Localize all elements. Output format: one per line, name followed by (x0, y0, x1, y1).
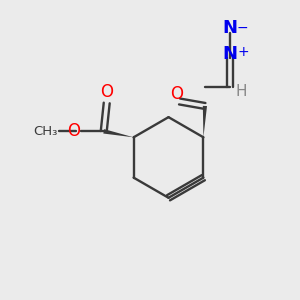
Text: O: O (100, 82, 113, 100)
Text: O: O (67, 122, 80, 140)
Polygon shape (103, 129, 134, 137)
Text: N: N (223, 19, 238, 37)
Text: O: O (170, 85, 183, 103)
Text: +: + (237, 45, 249, 59)
Text: CH₃: CH₃ (33, 125, 58, 138)
Polygon shape (203, 106, 207, 137)
Text: N: N (223, 45, 238, 63)
Text: −: − (236, 20, 248, 34)
Text: H: H (236, 83, 248, 98)
